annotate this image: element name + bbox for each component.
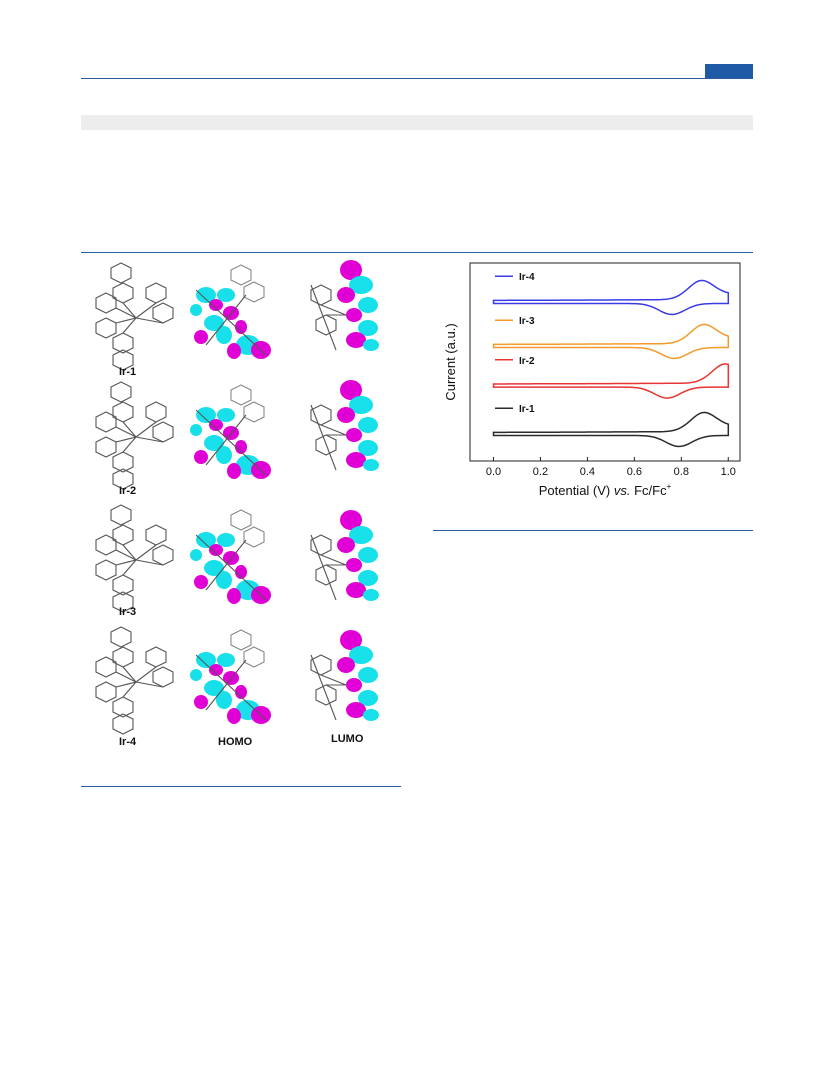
compound-label-ir-2: Ir-2	[119, 485, 136, 497]
cv-chart-svg: 0.0 0.2 0.4 0.6 0.8 1.0 Ir-4 Ir-3 Ir-2 Ir-1 Curr…	[443, 262, 741, 498]
x-tick-label: 1.0	[721, 466, 736, 478]
legend-label-ir-1: Ir-1	[519, 404, 535, 415]
lumo-label: LUMO	[331, 733, 364, 745]
legend-label-ir-3: Ir-3	[519, 316, 535, 327]
cv-curve-ir-3	[492, 323, 730, 360]
row-ir-3	[95, 504, 380, 613]
row-ir-4	[95, 626, 380, 735]
cv-curve-ir-2	[492, 363, 730, 399]
x-tick-label: 0.4	[580, 466, 595, 478]
y-axis-label: Current (a.u.)	[443, 323, 458, 400]
cv-curve-ir-1	[492, 411, 730, 448]
x-tick-label: 0.8	[674, 466, 689, 478]
plot-frame	[469, 262, 741, 462]
cv-chart: 0.0 0.2 0.4 0.6 0.8 1.0 Ir-4 Ir-3 Ir-2 Ir-1 Curr…	[433, 255, 753, 505]
left-figure-rule	[81, 786, 401, 787]
table-header-bar	[81, 115, 753, 130]
legend-label-ir-4: Ir-4	[519, 272, 535, 283]
x-tick-label: 0.0	[486, 466, 501, 478]
header-rule	[81, 78, 753, 79]
orbital-figure-svg: Ir-1 Ir-2 Ir-3 Ir-4 HOMO LUMO	[95, 259, 380, 748]
x-tick-label: 0.6	[627, 466, 642, 478]
x-axis-label: Potential (V) vs. Fc/Fc+	[539, 482, 672, 498]
section-rule	[81, 252, 753, 253]
right-figure-rule	[433, 530, 753, 531]
row-ir-1	[95, 259, 380, 371]
orbital-figure: Ir-1 Ir-2 Ir-3 Ir-4 HOMO LUMO	[81, 255, 411, 755]
cv-curve-ir-4	[492, 279, 730, 316]
x-tick-label: 0.2	[533, 466, 548, 478]
compound-label-ir-4: Ir-4	[119, 736, 137, 748]
journal-badge	[705, 64, 753, 78]
compound-label-ir-3: Ir-3	[119, 606, 136, 618]
row-ir-2	[95, 379, 380, 490]
compound-label-ir-1: Ir-1	[119, 366, 136, 378]
homo-label: HOMO	[218, 736, 253, 748]
legend-label-ir-2: Ir-2	[519, 356, 535, 367]
